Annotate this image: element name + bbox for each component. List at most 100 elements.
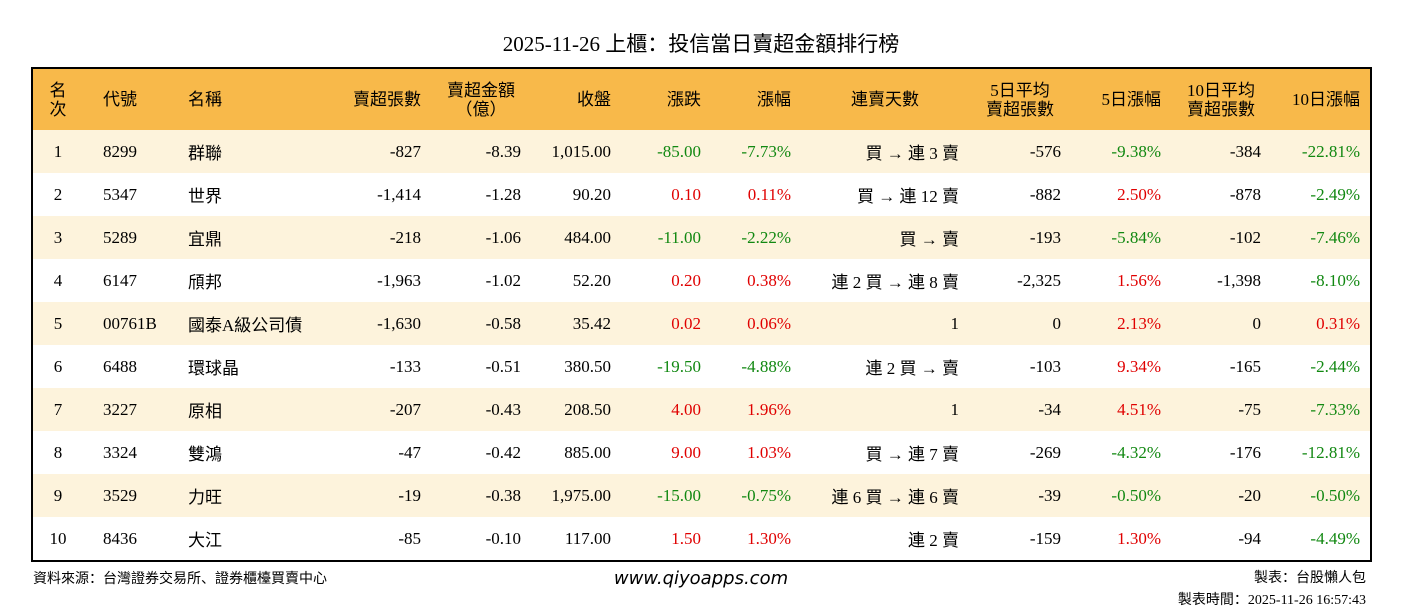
- header-cell: 名稱: [181, 68, 331, 130]
- header-cell: 10日平均 賣超張數: [1171, 68, 1271, 130]
- table-row: 5 00761B 國泰A級公司債 -1,630 -0.58 35.42 0.02 0.06% 1…: [32, 302, 1371, 345]
- table-row: 7 3227 原相 -207 -0.43 208.50 4.00 1.96% 1 -34 4.51%…: [32, 388, 1371, 431]
- table-cell: -4.88%: [741, 356, 791, 376]
- table-cell: 6: [53, 356, 63, 376]
- table-cell: -102: [1171, 216, 1271, 259]
- table-cell: -75: [1171, 388, 1271, 431]
- table-cell: -882: [1029, 184, 1061, 204]
- header-cell: 漲跌: [621, 68, 711, 130]
- maker: 製表：台股懶人包: [1254, 571, 1366, 586]
- table-cell: 885.00: [564, 442, 611, 462]
- table-cell: 208.50: [531, 388, 621, 431]
- table-cell: 0.31%: [1271, 302, 1371, 345]
- site: www.qiyoapps.com: [613, 568, 789, 589]
- table-cell: 群聯: [181, 130, 331, 173]
- table-cell: -1,963: [377, 270, 421, 290]
- table-cell: -94: [1238, 528, 1261, 548]
- table-cell: 0.20: [671, 270, 701, 290]
- table-row: 1 8299 群聯 -827 -8.39 1,015.00 -85.00 -7.73% 買 → …: [32, 130, 1371, 173]
- table-row: 4 6147 頎邦 -1,963 -1.02 52.20 0.20 0.38% 連 2 買 → …: [32, 259, 1371, 302]
- header-cell: 10日漲幅: [1271, 68, 1371, 130]
- table-cell: 8299: [83, 130, 181, 173]
- table-cell: -7.46%: [1271, 216, 1371, 259]
- table-cell: 2: [53, 184, 63, 204]
- table-cell: -0.42: [485, 442, 521, 462]
- table-cell: -0.43: [431, 388, 531, 431]
- table-row: 3 5289 宜鼎 -218 -1.06 484.00 -11.00 -2.22% 買 → 賣-…: [32, 216, 1371, 259]
- table-cell: 4: [53, 270, 63, 290]
- table-cell: -4.49%: [1310, 528, 1360, 548]
- table-cell: 1: [801, 388, 969, 431]
- table-cell: -4.32%: [1111, 442, 1161, 462]
- header-cell: 連賣天數: [801, 68, 969, 130]
- table-cell: 1,015.00: [531, 130, 621, 173]
- table-cell: 連 6 買 → 連 6 賣: [801, 474, 969, 517]
- table-cell: 買 → 連 3 賣: [801, 130, 969, 173]
- table-cell: -2.49%: [1310, 184, 1360, 204]
- table-cell: 380.50: [564, 356, 611, 376]
- header-row: 名次 代號 名稱 賣超張數 賣超金額 （億） 收盤 漲跌 漲幅 連賣天數 5日平均 賣超張數 5日漲…: [32, 68, 1371, 130]
- table-cell: 8: [53, 442, 63, 462]
- table-cell: -103: [1029, 356, 1061, 376]
- table-cell: 6488: [103, 356, 137, 376]
- table-cell: 宜鼎: [181, 216, 331, 259]
- title: 2025-11-26 上櫃：投信當日賣超金額排行榜: [502, 32, 900, 56]
- header-cell: 賣超金額 （億）: [431, 68, 531, 130]
- table-row: 10 8436 大江 -85 -0.10 117.00 1.50 1.30% 連 2 賣 -159…: [32, 517, 1371, 561]
- source: 資料來源：台灣證券交易所、證券櫃檯買賣中心: [33, 572, 327, 587]
- table-cell: 原相: [181, 388, 331, 431]
- table-cell: 環球晶: [188, 359, 239, 378]
- table-cell: -2.22%: [711, 216, 801, 259]
- table-cell: 90.20: [572, 184, 611, 204]
- table-cell: -7.33%: [1271, 388, 1371, 431]
- ranking-table: 名次 代號 名稱 賣超張數 賣超金額 （億） 收盤 漲跌 漲幅 連賣天數 5日平均 賣超張數 5日漲…: [31, 67, 1372, 562]
- table-cell: 117.00: [564, 528, 611, 548]
- table-cell: 00761B: [83, 302, 181, 345]
- table-cell: 國泰A級公司債: [181, 302, 331, 345]
- table-cell: -20: [1171, 474, 1271, 517]
- table-cell: -1.02: [485, 270, 521, 290]
- table-cell: 5289: [83, 216, 181, 259]
- table-cell: 484.00: [531, 216, 621, 259]
- table-cell: -878: [1229, 184, 1261, 204]
- table-cell: -176: [1229, 442, 1261, 462]
- table-cell: 1.96%: [711, 388, 801, 431]
- table-cell: -2.44%: [1310, 356, 1360, 376]
- table-cell: 5: [32, 302, 83, 345]
- table-body: 1 8299 群聯 -827 -8.39 1,015.00 -85.00 -7.73% 買 → …: [32, 130, 1371, 561]
- header-cell: 5日漲幅: [1071, 68, 1171, 130]
- table-cell: -165: [1229, 356, 1261, 376]
- table-cell: 10: [49, 528, 67, 548]
- table-cell: 2.13%: [1071, 302, 1171, 345]
- table-cell: -47: [398, 442, 421, 462]
- table-cell: -34: [969, 388, 1071, 431]
- table-cell: 4.51%: [1071, 388, 1171, 431]
- table-cell: 4.00: [621, 388, 711, 431]
- table-cell: -5.84%: [1071, 216, 1171, 259]
- table-cell: -0.50%: [1071, 474, 1171, 517]
- table-row: 8 3324 雙鴻 -47 -0.42 885.00 9.00 1.03% 買 → 連 7 賣 -…: [32, 431, 1371, 474]
- table-cell: 0.10: [671, 184, 701, 204]
- table-cell: -19: [331, 474, 431, 517]
- table-cell: 0: [969, 302, 1071, 345]
- table-cell: 52.20: [572, 270, 611, 290]
- table-cell: -1.06: [431, 216, 531, 259]
- table-cell: -1,414: [377, 184, 421, 204]
- table-cell: 連 2 買 → 連 8 賣: [831, 273, 960, 292]
- table-cell: -269: [1029, 442, 1061, 462]
- header-cell: 漲幅: [711, 68, 801, 130]
- table-cell: -576: [969, 130, 1071, 173]
- table-cell: 5347: [103, 184, 137, 204]
- table-cell: 3: [32, 216, 83, 259]
- table-cell: -15.00: [621, 474, 711, 517]
- table-cell: 8436: [103, 528, 137, 548]
- table-row: 6 6488 環球晶 -133 -0.51 380.50 -19.50 -4.88% 連 2 買…: [32, 345, 1371, 388]
- table-cell: 3324: [103, 442, 137, 462]
- table-cell: 1,975.00: [531, 474, 621, 517]
- table-cell: -85.00: [621, 130, 711, 173]
- table-cell: -218: [331, 216, 431, 259]
- table-cell: -8.10%: [1310, 270, 1360, 290]
- table-cell: 連 2 賣: [908, 531, 959, 550]
